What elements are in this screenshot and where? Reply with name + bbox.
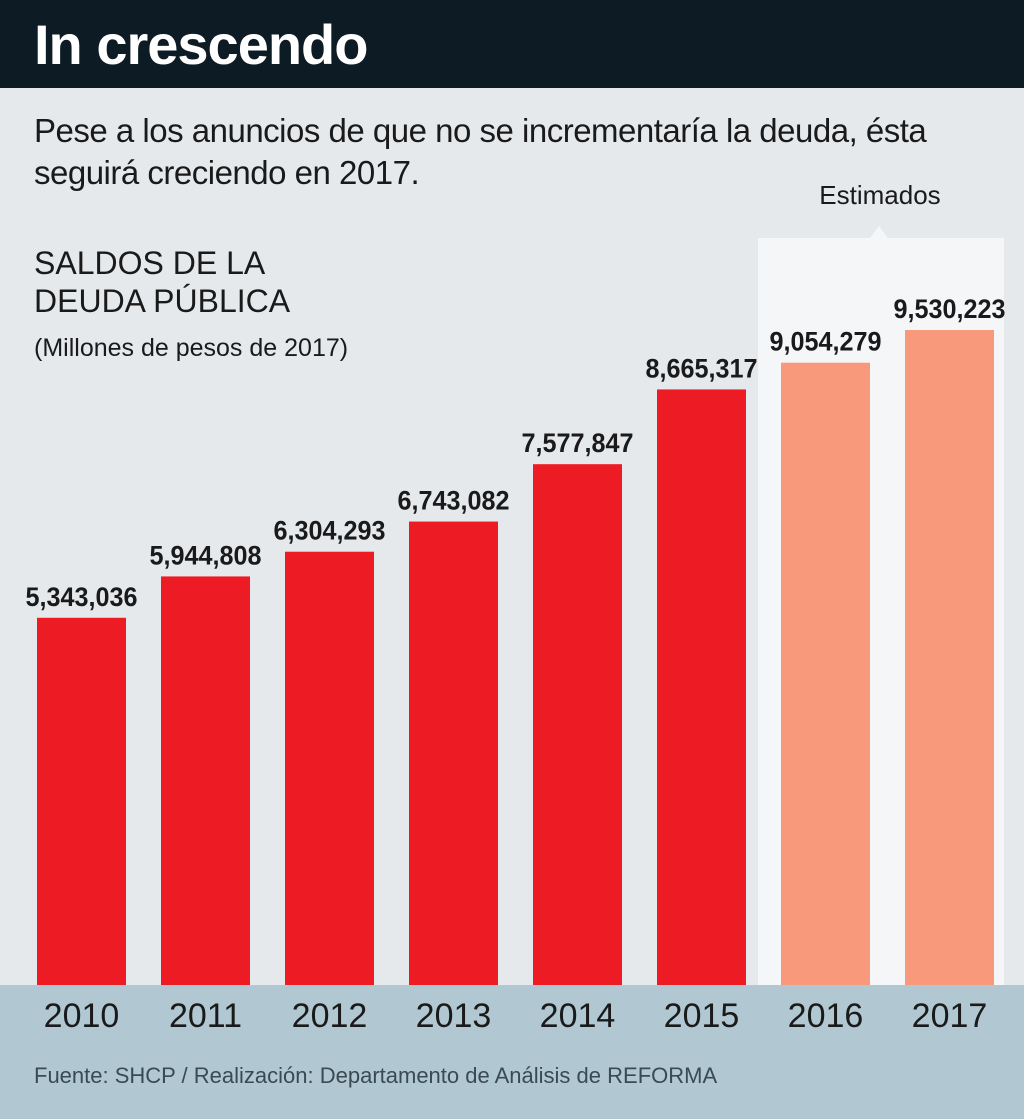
bar-value-2017: 9,530,223 (894, 294, 1006, 324)
bar-value-2014: 7,577,847 (522, 428, 634, 458)
subtitle: Pese a los anuncios de que no se increme… (34, 112, 927, 191)
bar-2015 (657, 389, 746, 986)
estimated-pointer (870, 226, 888, 238)
bar-2012 (285, 551, 374, 985)
bar-2010 (37, 617, 126, 985)
bar-2017 (905, 330, 994, 985)
bar-value-2012: 6,304,293 (274, 516, 386, 546)
bar-chart: 5,343,036 2010 5,944,808 2011 6,304,293 2012 6… (26, 294, 1006, 1035)
x-tick-2016: 2016 (788, 997, 864, 1035)
bar-value-2010: 5,343,036 (26, 582, 138, 612)
x-tick-2017: 2017 (912, 997, 988, 1035)
bar-2016 (781, 362, 870, 985)
bar-value-2016: 9,054,279 (770, 327, 882, 357)
x-tick-2013: 2013 (416, 997, 492, 1035)
x-tick-2011: 2011 (169, 997, 242, 1035)
bar-2014 (533, 464, 622, 985)
bar-2011 (161, 576, 250, 985)
bar-value-2015: 8,665,317 (646, 353, 758, 383)
chart-title: SALDOS DE LA DEUDA PÚBLICA (34, 245, 291, 319)
x-tick-2012: 2012 (292, 997, 368, 1035)
x-tick-2015: 2015 (664, 997, 740, 1035)
source-note: Fuente: SHCP / Realización: Departamento… (34, 1063, 718, 1088)
axis-band (0, 985, 1024, 1119)
bar-2013 (409, 521, 498, 985)
estimated-label: Estimados (819, 180, 941, 210)
x-tick-2010: 2010 (44, 997, 120, 1035)
bar-value-2011: 5,944,808 (150, 540, 262, 570)
bar-value-2013: 6,743,082 (398, 486, 510, 516)
chart-units: (Millones de pesos de 2017) (34, 334, 349, 362)
page-title: In crescendo (34, 13, 368, 76)
header-bar: In crescendo (0, 0, 1024, 88)
x-tick-2014: 2014 (540, 997, 616, 1035)
